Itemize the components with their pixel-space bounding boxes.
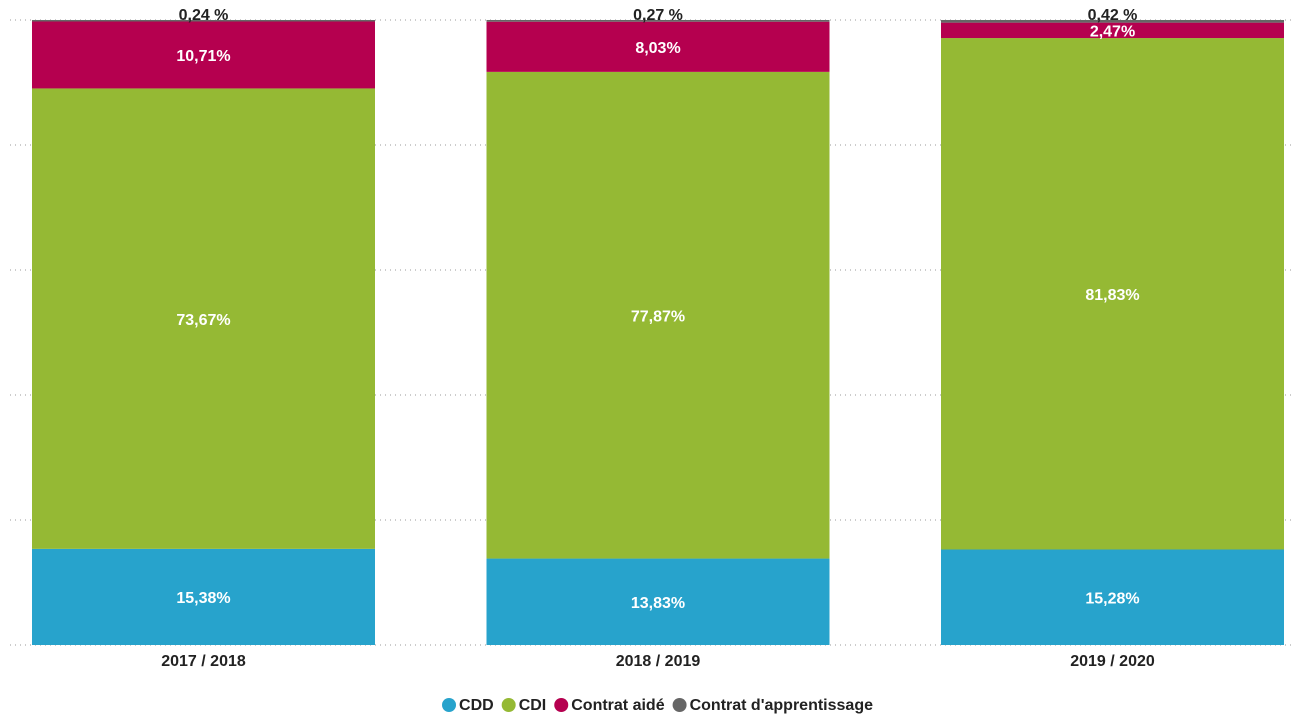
bar-segment	[486, 20, 830, 22]
legend: CDD CDI Contrat aidé Contrat d'apprentissag…	[442, 697, 873, 714]
bar-segment	[941, 549, 1284, 645]
bar-segment	[32, 21, 375, 89]
legend-label: CDD	[459, 697, 494, 714]
legend-label: CDI	[519, 697, 547, 714]
bar-segment	[941, 38, 1284, 550]
bar-segment	[941, 20, 1284, 23]
bar-segment	[486, 71, 830, 559]
data-label: 15,38%	[176, 590, 230, 607]
data-label: 81,83%	[1085, 287, 1139, 304]
bar-segment	[32, 548, 375, 645]
legend-marker	[672, 698, 687, 712]
legend-marker	[442, 698, 457, 712]
data-label: 8,03%	[635, 40, 680, 57]
x-tick-label: 2019 / 2020	[1070, 653, 1155, 670]
data-label: 73,67%	[176, 312, 230, 329]
bar-segment	[486, 21, 830, 72]
x-tick-label: 2017 / 2018	[161, 653, 246, 670]
legend-label: Contrat aidé	[571, 697, 664, 714]
legend-marker	[554, 698, 569, 712]
data-label: 0,27 %	[633, 7, 683, 24]
legend-marker	[501, 698, 516, 712]
data-label: 2,47%	[1090, 24, 1135, 41]
data-label: 0,24 %	[179, 7, 229, 24]
data-label: 0,42 %	[1088, 7, 1138, 24]
data-label: 10,71%	[176, 48, 230, 65]
bar-segment	[486, 558, 830, 645]
data-label: 77,87%	[631, 308, 685, 325]
bar-segment	[32, 88, 375, 549]
data-label: 13,83%	[631, 595, 685, 612]
bar-segment	[32, 20, 375, 22]
legend-label: Contrat d'apprentissage	[690, 697, 873, 714]
bar-segment	[941, 22, 1284, 39]
data-label: 15,28%	[1085, 590, 1139, 607]
x-tick-label: 2018 / 2019	[616, 653, 701, 670]
